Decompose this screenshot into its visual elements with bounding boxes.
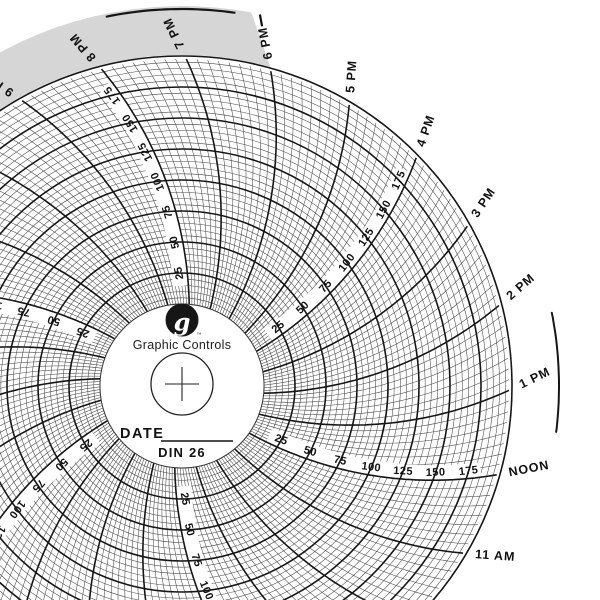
scale-number-50-hour-12: 50 xyxy=(302,444,318,459)
scale-lane-hour-0 xyxy=(0,298,98,345)
scale-label-lanes xyxy=(0,81,482,600)
time-label-4-pm: 4 PM xyxy=(414,113,438,149)
scale-number-100-hour-12: 100 xyxy=(361,460,382,474)
scale-lane-hour-12 xyxy=(266,427,482,481)
time-label-3-pm: 3 PM xyxy=(468,185,498,220)
time-label-11-am: 11 AM xyxy=(475,547,516,564)
trademark-symbol: ™ xyxy=(197,332,202,338)
scale-lane-hour-4 xyxy=(0,431,101,545)
scale-number-125-hour-12: 125 xyxy=(393,465,413,478)
scale-number-175-hour-12: 175 xyxy=(458,464,479,478)
scale-number-75-hour-20: 75 xyxy=(160,204,175,220)
model-number: DIN 26 xyxy=(158,445,206,460)
scale-number-25-hour-20: 25 xyxy=(172,266,186,281)
scale-lane-hour-16 xyxy=(263,166,411,341)
date-label: DATE xyxy=(120,426,164,442)
rim-decorations xyxy=(105,7,560,433)
time-label-2-pm: 2 PM xyxy=(504,271,538,303)
scale-lane-hour-20 xyxy=(99,81,188,287)
time-label-5-pm: 5 PM xyxy=(343,60,359,94)
time-label-6-pm: 6 PM xyxy=(255,26,275,61)
paper-edge-shading xyxy=(0,6,271,110)
scale-number-50-hour-8: 50 xyxy=(182,522,197,538)
scale-number-75-hour-8: 75 xyxy=(189,552,204,568)
brand-logo-g-icon: g xyxy=(174,308,191,337)
center-hub: g ™ Graphic Controls DATE DIN 26 xyxy=(99,303,265,469)
scale-number-75-hour-12: 75 xyxy=(333,454,348,468)
time-label-noon: NOON xyxy=(507,458,550,480)
spindle-hole-circle xyxy=(150,352,214,416)
scale-number-150-hour-12: 150 xyxy=(426,466,446,479)
rim-arc-right xyxy=(550,311,560,433)
scale-number-50-hour-0: 50 xyxy=(46,313,62,328)
rim-arc-top xyxy=(105,7,236,18)
scale-lane-hour-8 xyxy=(176,485,218,600)
scale-number-125-hour-4: 125 xyxy=(0,523,8,546)
scale-number-25-hour-8: 25 xyxy=(178,492,192,507)
brand-logo-circle xyxy=(165,303,199,337)
time-label-1-pm: 1 PM xyxy=(517,364,553,391)
scale-number-25-hour-12: 25 xyxy=(273,432,289,448)
time-set-tick-18 xyxy=(258,14,264,27)
scale-number-100-hour-0: 100 xyxy=(0,297,3,311)
scale-number-100-hour-8: 100 xyxy=(197,579,216,600)
brand-name: Graphic Controls xyxy=(133,338,232,352)
scale-number-75-hour-0: 75 xyxy=(16,304,31,318)
grid-major-lines xyxy=(0,55,513,600)
paper-edge-shade-band xyxy=(0,6,271,110)
scale-number-25-hour-0: 25 xyxy=(75,324,91,340)
scale-number-50-hour-20: 50 xyxy=(167,234,182,250)
